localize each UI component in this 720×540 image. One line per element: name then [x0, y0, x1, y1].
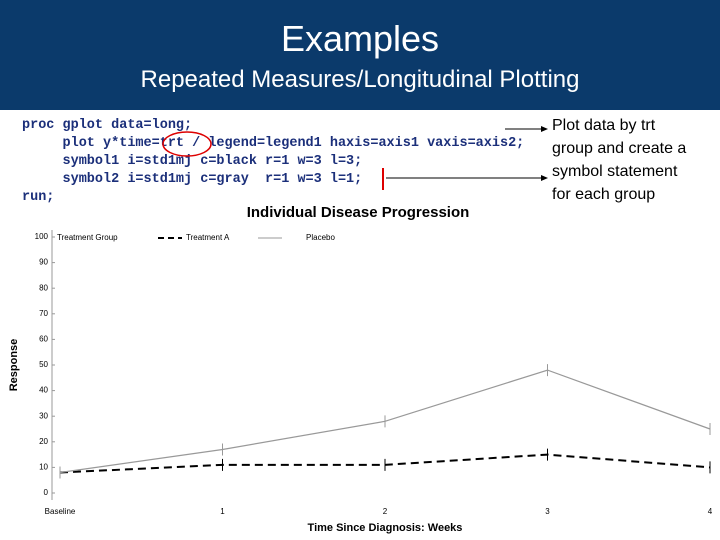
x-axis-label: Time Since Diagnosis: Weeks	[308, 522, 463, 534]
highlight-circle	[162, 131, 212, 157]
code-block: proc gplot data=long; plot y*time=trt / …	[22, 117, 524, 207]
y-tick-label: 80	[39, 283, 48, 292]
y-tick-label: 20	[39, 437, 48, 446]
subtitle: Repeated Measures/Longitudinal Plotting	[140, 66, 580, 93]
x-tick-label: Baseline	[45, 507, 76, 516]
y-tick-label: 40	[39, 386, 48, 395]
y-tick-label: 70	[39, 309, 48, 318]
annotation: Plot data by trt group and create a symbol…	[552, 114, 686, 206]
code-line: proc gplot data=long;	[22, 118, 193, 133]
legend-label: Placebo	[306, 233, 335, 242]
y-tick-label: 100	[35, 232, 49, 241]
y-tick-label: 90	[39, 258, 48, 267]
annotation-line: for each group	[552, 186, 656, 203]
arrow-head	[541, 175, 548, 181]
legend-title: Treatment Group	[57, 233, 118, 242]
code-line: symbol2 i=std1mj c=gray r=1 w=3 l=1;	[22, 172, 363, 187]
arrow-head	[541, 126, 548, 132]
y-tick-label: 0	[44, 488, 49, 497]
x-tick-label: 4	[708, 507, 713, 516]
y-tick-label: 10	[39, 463, 48, 472]
y-tick-label: 50	[39, 360, 48, 369]
header: Examples Repeated Measures/Longitudinal …	[0, 0, 720, 110]
x-tick-label: 3	[545, 507, 550, 516]
annotation-line: group and create a	[552, 140, 687, 157]
legend-label: Treatment A	[186, 233, 230, 242]
chart-title: Individual Disease Progression	[247, 204, 470, 221]
annotation-line: symbol statement	[552, 163, 678, 180]
code-line: symbol1 i=std1mj c=black r=1 w=3 l=3;	[22, 154, 363, 169]
annotation-line: Plot data by trt	[552, 117, 656, 134]
code-line: run;	[22, 190, 55, 205]
x-tick-label: 2	[383, 507, 388, 516]
x-tick-label: 1	[220, 507, 225, 516]
y-axis-label: Response	[8, 339, 20, 392]
title: Examples	[280, 18, 440, 59]
y-tick-label: 30	[39, 411, 48, 420]
y-tick-label: 60	[39, 335, 48, 344]
